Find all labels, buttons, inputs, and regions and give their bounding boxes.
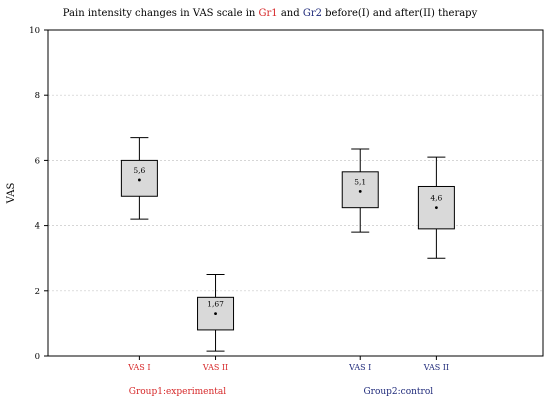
box-0: 5,6 (120, 137, 158, 220)
title-part-1: Gr1 (259, 8, 278, 19)
group-labels: Group1:experimental Group2:control (129, 387, 434, 397)
y-tick-label: 6 (35, 156, 40, 166)
y-axis-label: VAS (6, 183, 17, 205)
group-label-1: Group1:experimental (129, 387, 227, 397)
box-body (197, 296, 235, 331)
box-value-label: 4,6 (430, 194, 442, 203)
x-category-label: VAS II (202, 363, 228, 372)
mean-point (214, 312, 217, 316)
group-label-2: Group2:control (363, 387, 433, 397)
box-value-label: 1,67 (207, 300, 224, 309)
y-tick-label: 8 (35, 91, 40, 101)
mean-point (137, 178, 141, 182)
box-value-label: 5,1 (354, 177, 366, 186)
title-part-2: and (278, 8, 303, 19)
box-body (341, 171, 379, 209)
x-category-label: VAS I (348, 363, 371, 372)
title-part-0: Pain intensity changes in VAS scale in (63, 8, 259, 19)
box-2: 5,1 (341, 148, 379, 233)
plot-frame (47, 29, 544, 357)
chart-title: Pain intensity changes in VAS scale in G… (63, 8, 478, 19)
grid-lines (48, 94, 543, 292)
x-axis: VAS I VAS II VAS I VAS II (127, 356, 449, 372)
title-part-3: Gr2 (303, 8, 322, 19)
title-part-4: before(I) and after(II) therapy (322, 8, 478, 19)
y-axis: 0 2 4 6 8 10 (29, 26, 48, 362)
box-value-label: 5,6 (133, 166, 145, 175)
box-body (120, 159, 158, 197)
y-tick-label: 2 (35, 287, 40, 297)
y-tick-label: 0 (35, 352, 40, 362)
x-category-label: VAS I (127, 363, 150, 372)
x-category-label: VAS II (423, 363, 449, 372)
box-series: 5,6 1,67 5,1 4,6 (120, 137, 455, 352)
y-tick-label: 4 (35, 222, 40, 232)
y-tick-label: 10 (29, 26, 40, 36)
mean-point (434, 206, 438, 210)
mean-point (358, 189, 362, 193)
box-3: 4,6 (417, 156, 455, 259)
box-1: 1,67 (197, 274, 235, 352)
